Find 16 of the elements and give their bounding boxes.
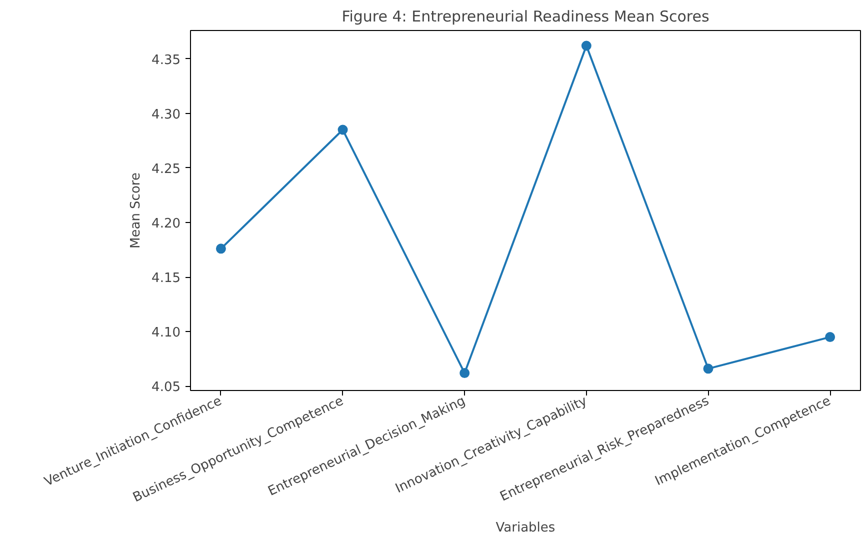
y-tick-label: 4.25: [152, 162, 181, 177]
y-tick-label: 4.30: [152, 107, 181, 122]
y-tick-label: 4.15: [152, 271, 181, 286]
y-axis-title: Mean Score: [128, 172, 144, 248]
y-tick-label: 4.20: [152, 216, 181, 232]
chart-title: Figure 4: Entrepreneurial Readiness Mean Scores: [342, 8, 710, 26]
y-tick-label: 4.05: [152, 380, 181, 396]
point: [460, 368, 470, 378]
point: [338, 124, 348, 135]
point: [825, 332, 836, 342]
y-tick-label: 4.35: [152, 52, 181, 68]
x-axis-title: Variables: [496, 520, 556, 536]
point: [581, 40, 592, 51]
point: [216, 244, 226, 254]
y-tick-label: 4.10: [152, 326, 181, 341]
point: [703, 364, 714, 374]
